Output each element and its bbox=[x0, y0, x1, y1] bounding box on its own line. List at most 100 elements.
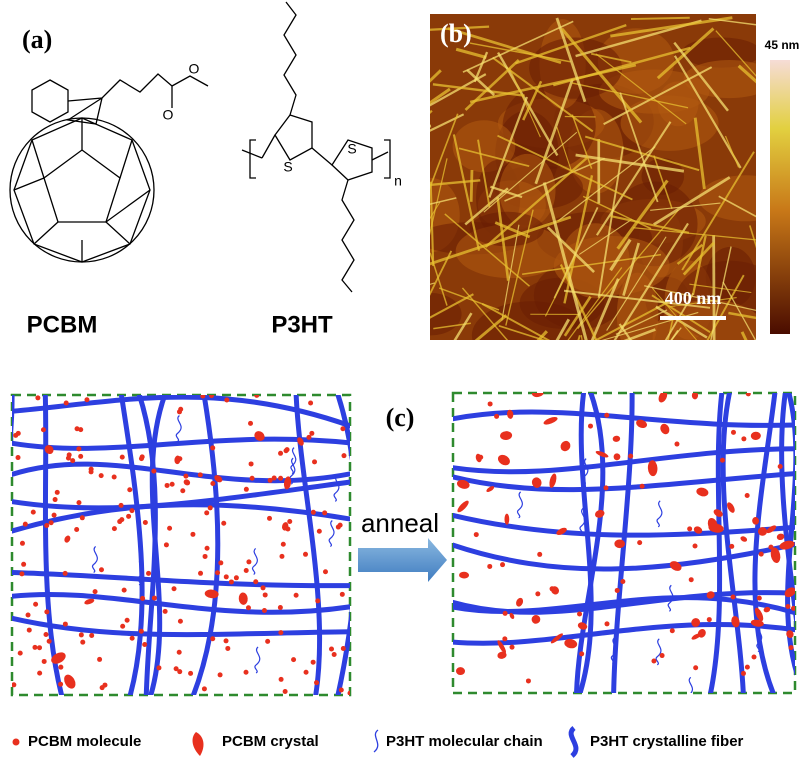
pcbm-molecule bbox=[620, 579, 625, 584]
pcbm-molecule bbox=[347, 691, 352, 696]
pcbm-molecule bbox=[42, 659, 47, 664]
pcbm-crystal bbox=[456, 499, 471, 514]
pcbm-molecule bbox=[41, 427, 46, 432]
pcbm-crystal bbox=[504, 514, 509, 525]
pcbm-molecule bbox=[745, 665, 750, 670]
pcbm-molecule bbox=[126, 514, 131, 519]
pcbm-molecule bbox=[278, 476, 283, 481]
molecular-chain bbox=[517, 492, 522, 518]
pcbm-molecule bbox=[224, 638, 229, 643]
pcbm-molecule bbox=[729, 544, 734, 549]
pcbm-molecule bbox=[49, 520, 54, 525]
pcbm-crystal bbox=[739, 535, 748, 543]
afm-fiber bbox=[714, 235, 715, 386]
molecular-chain bbox=[688, 677, 693, 703]
anneal-arrow bbox=[358, 538, 447, 582]
pcbm-molecule bbox=[741, 671, 746, 676]
figure: (a) O O PCBM S S n P3HT (b) 400 nm 45 nm… bbox=[0, 0, 807, 761]
pcbm-molecule bbox=[535, 591, 540, 596]
pcbm-crystal bbox=[657, 390, 669, 404]
pcbm-crystal bbox=[500, 431, 513, 441]
pcbm-molecule bbox=[670, 628, 675, 633]
pcbm-molecule bbox=[112, 475, 117, 480]
pcbm-molecule bbox=[329, 646, 334, 651]
pcbm-molecule bbox=[52, 513, 57, 518]
pcbm-molecule bbox=[272, 476, 277, 481]
pcbm-molecule bbox=[44, 523, 49, 528]
pcbm-molecule bbox=[53, 497, 58, 502]
pcbm-molecule bbox=[246, 559, 251, 564]
pcbm-crystal bbox=[459, 572, 469, 579]
colorbar-label: 45 nm bbox=[765, 38, 800, 52]
pcbm-molecule bbox=[234, 575, 239, 580]
pcbm-molecule bbox=[89, 467, 94, 472]
pcbm-molecule bbox=[70, 458, 75, 463]
pcbm-molecule bbox=[32, 645, 37, 650]
pcbm-molecule bbox=[210, 636, 215, 641]
molecule-name: PCBM bbox=[27, 311, 98, 338]
pcbm-molecule bbox=[80, 515, 85, 520]
pcbm-molecule bbox=[225, 646, 230, 651]
pcbm-molecule bbox=[279, 554, 284, 559]
pcbm-molecule bbox=[317, 529, 322, 534]
pcbm-molecule bbox=[660, 653, 665, 658]
pcbm-molecule bbox=[63, 571, 68, 576]
pcbm-molecule bbox=[577, 611, 582, 616]
pcbm-molecule bbox=[198, 571, 203, 576]
pcbm-molecule bbox=[785, 604, 790, 609]
pcbm-molecule bbox=[198, 472, 203, 477]
pcbm-molecule bbox=[139, 629, 144, 634]
pcbm-molecule bbox=[304, 670, 309, 675]
pcbm-molecule bbox=[152, 596, 157, 601]
pcbm-crystal bbox=[659, 422, 671, 435]
pcbm-molecule bbox=[628, 454, 633, 459]
pcbm-molecule bbox=[604, 621, 609, 626]
pcbm-molecule bbox=[759, 552, 764, 557]
pcbm-molecule bbox=[170, 482, 175, 487]
pcbm-molecule bbox=[188, 671, 193, 676]
pcbm-crystal bbox=[612, 435, 620, 442]
pcbm-molecule bbox=[97, 657, 102, 662]
pcbm-molecule bbox=[37, 671, 42, 676]
pcbm-crystal bbox=[776, 533, 785, 541]
pcbm-molecule bbox=[172, 586, 177, 591]
afm-fiber bbox=[545, 335, 580, 448]
pcbm-molecule bbox=[674, 442, 679, 447]
legend-label: PCBM crystal bbox=[222, 733, 319, 750]
pcbm-molecule bbox=[33, 602, 38, 607]
afm-patch bbox=[398, 293, 461, 336]
pcbm-molecule bbox=[745, 493, 750, 498]
pcbm-crystal bbox=[695, 486, 709, 497]
panel-label: (c) bbox=[386, 403, 415, 432]
pcbm-molecule bbox=[58, 665, 63, 670]
pcbm-molecule bbox=[210, 445, 215, 450]
pcbm-molecule bbox=[112, 526, 117, 531]
pcbm-molecule bbox=[11, 682, 16, 687]
legend-icon bbox=[571, 728, 576, 756]
pcbm-molecule bbox=[129, 508, 134, 513]
pcbm-molecule bbox=[503, 611, 508, 616]
legend-icon bbox=[374, 730, 378, 752]
pcbm-molecule bbox=[100, 685, 105, 690]
pcbm-molecule bbox=[18, 651, 23, 656]
pcbm-molecule bbox=[26, 613, 31, 618]
pcbm-molecule bbox=[55, 490, 60, 495]
pcbm-molecule bbox=[23, 522, 28, 527]
pcbm-molecule bbox=[27, 628, 32, 633]
pcbm-molecule bbox=[200, 393, 205, 398]
pcbm-molecule bbox=[279, 677, 284, 682]
atom-label: O bbox=[189, 61, 200, 77]
legend-label: PCBM molecule bbox=[28, 733, 141, 750]
pcbm-molecule bbox=[526, 678, 531, 683]
pcbm-crystal bbox=[751, 431, 762, 440]
pcbm-molecule bbox=[224, 574, 229, 579]
pcbm-molecule bbox=[311, 510, 316, 515]
pcbm-molecule bbox=[74, 527, 79, 532]
pcbm-crystal bbox=[594, 509, 606, 520]
pcbm-molecule bbox=[253, 579, 258, 584]
pcbm-molecule bbox=[315, 598, 320, 603]
pcbm-molecule bbox=[303, 552, 308, 557]
atom-label: S bbox=[347, 141, 356, 157]
pcbm-molecule bbox=[99, 473, 104, 478]
pcbm-molecule bbox=[741, 436, 746, 441]
